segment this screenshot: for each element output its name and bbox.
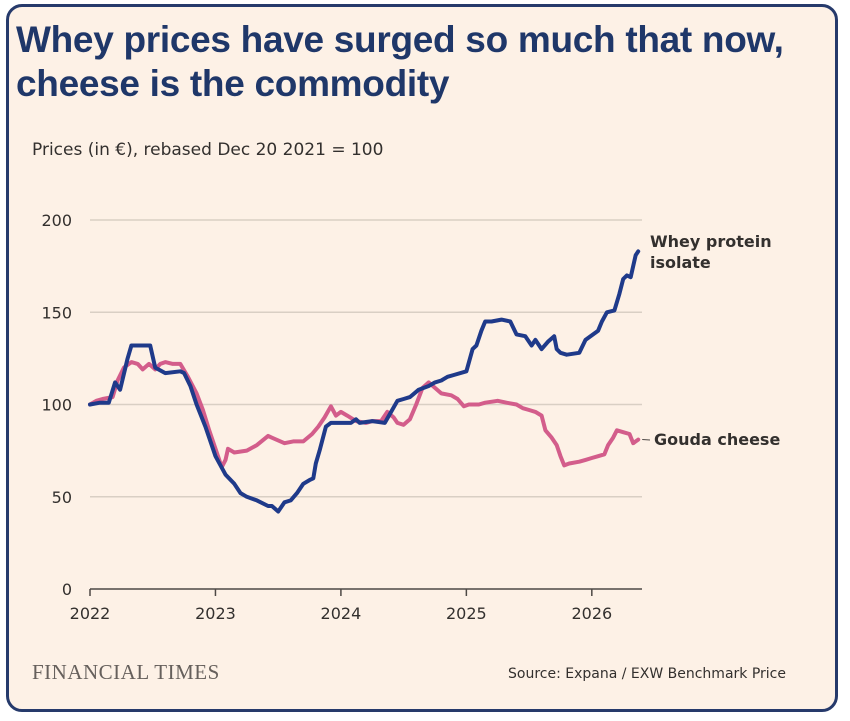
gouda-cheese-line	[88, 360, 641, 470]
y-tick-label: 0	[62, 580, 72, 599]
chart-subtitle: Prices (in €), rebased Dec 20 2021 = 100	[32, 140, 384, 160]
chart-card	[6, 4, 838, 712]
y-tick-label: 200	[41, 211, 72, 230]
x-axis-tick-labels: 2022 2023 2024 2025 2026	[70, 604, 613, 623]
x-tick-label: 2025	[446, 604, 487, 623]
x-tick-label: 2026	[571, 604, 612, 623]
series-lines	[88, 249, 641, 514]
y-tick-label: 50	[52, 488, 72, 507]
gouda-cheese-label: Gouda cheese	[654, 430, 780, 449]
x-tick-label: 2023	[195, 604, 236, 623]
whey-protein-isolate-label: Whey protein isolate	[650, 232, 772, 272]
whey-protein-isolate-line	[88, 249, 641, 514]
gridlines	[90, 219, 642, 498]
x-tick-label: 2022	[70, 604, 111, 623]
source-note: Source: Expana / EXW Benchmark Price	[508, 666, 786, 682]
y-axis-tick-labels: 0 50 100 150 200	[41, 211, 72, 599]
y-tick-label: 150	[41, 303, 72, 322]
financial-times-logo: FINANCIAL TIMES	[32, 660, 220, 684]
series-labels: Whey protein isolate Gouda cheese	[642, 232, 780, 449]
x-axis	[89, 588, 642, 596]
y-tick-label: 100	[41, 396, 72, 415]
x-tick-label: 2024	[321, 604, 362, 623]
chart-title: Whey prices have surged so much that now…	[16, 19, 784, 104]
